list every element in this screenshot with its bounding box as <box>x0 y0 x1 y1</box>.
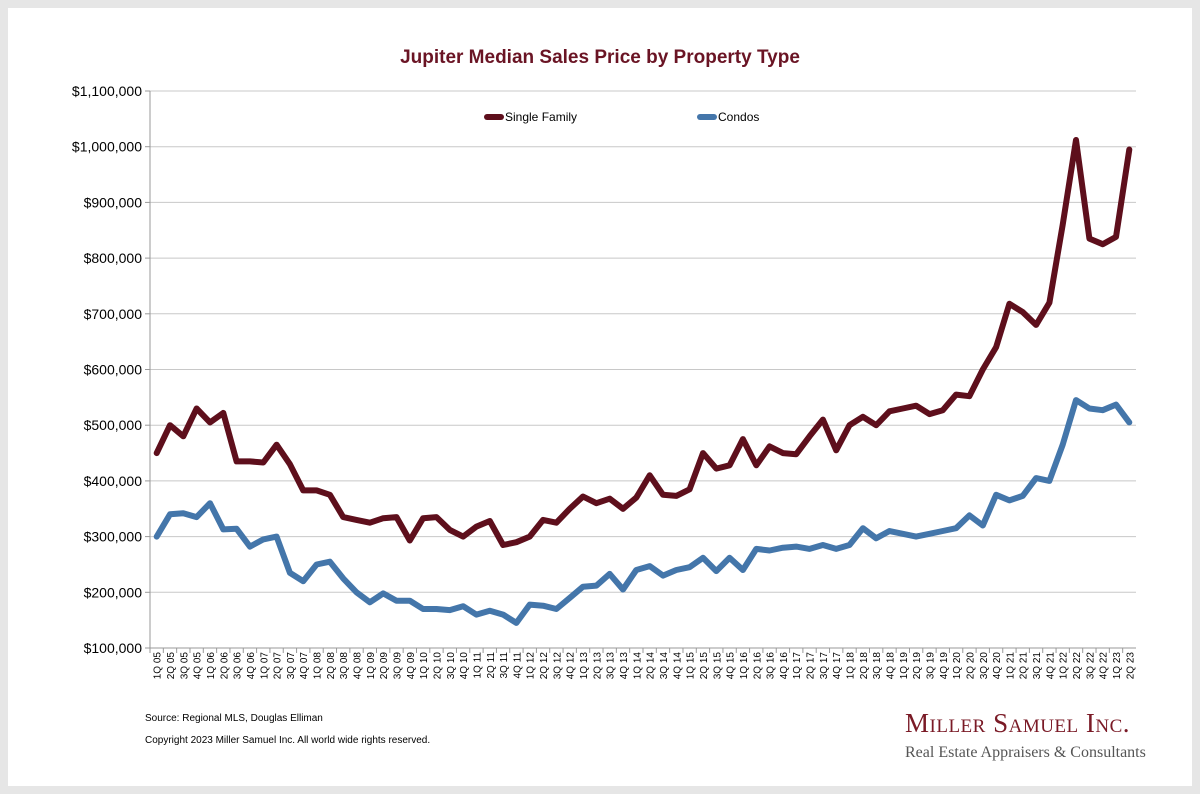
x-tick-label: 2Q 16 <box>752 652 763 680</box>
x-tick-label: 4Q 10 <box>459 652 470 680</box>
x-tick-label: 2Q 09 <box>379 652 390 680</box>
x-tick-label: 1Q 07 <box>259 652 270 680</box>
x-tick-label: 2Q 21 <box>1019 652 1030 680</box>
y-tick-label: $100,000 <box>84 640 143 656</box>
company-logo: Miller Samuel Inc. <box>905 708 1131 738</box>
x-tick-label: 3Q 05 <box>179 652 190 680</box>
x-tick-label: 4Q 12 <box>566 652 577 680</box>
x-tick-label: 1Q 15 <box>686 652 697 680</box>
x-tick-label: 1Q 12 <box>526 652 537 680</box>
x-tick-label: 4Q 14 <box>672 652 683 680</box>
x-tick-label: 2Q 22 <box>1072 652 1083 680</box>
x-tick-label: 4Q 11 <box>512 652 523 679</box>
company-tagline: Real Estate Appraisers & Consultants <box>905 744 1146 761</box>
source-note: Source: Regional MLS, Douglas Elliman <box>145 713 323 724</box>
legend-label: Condos <box>718 110 759 124</box>
x-tick-label: 3Q 14 <box>659 652 670 680</box>
x-tick-label: 4Q 22 <box>1099 652 1110 680</box>
x-tick-label: 2Q 13 <box>592 652 603 680</box>
y-tick-label: $900,000 <box>84 194 143 210</box>
x-tick-label: 1Q 18 <box>846 652 857 680</box>
x-tick-label: 3Q 16 <box>766 652 777 680</box>
x-tick-label: 4Q 15 <box>726 652 737 680</box>
x-tick-label: 2Q 05 <box>166 652 177 680</box>
x-tick-label: 2Q 18 <box>859 652 870 680</box>
legend-label: Single Family <box>505 110 577 124</box>
x-tick-label: 3Q 18 <box>872 652 883 680</box>
series-line-condos <box>153 397 1133 626</box>
x-tick-label: 2Q 07 <box>273 652 284 680</box>
x-tick-label: 1Q 13 <box>579 652 590 680</box>
x-tick-label: 3Q 10 <box>446 652 457 680</box>
x-tick-label: 1Q 05 <box>153 652 164 680</box>
x-tick-label: 2Q 06 <box>219 652 230 680</box>
x-tick-label: 3Q 21 <box>1032 652 1043 680</box>
x-tick-label: 1Q 10 <box>419 652 430 680</box>
x-tick-label: 4Q 21 <box>1045 652 1056 680</box>
y-tick-label: $600,000 <box>84 362 143 378</box>
x-tick-label: 4Q 08 <box>353 652 364 680</box>
x-tick-label: 4Q 19 <box>939 652 950 680</box>
chart-title: Jupiter Median Sales Price by Property T… <box>400 47 800 68</box>
y-tick-label: $300,000 <box>84 529 143 545</box>
copyright-note: Copyright 2023 Miller Samuel Inc. All wo… <box>145 735 431 746</box>
x-tick-label: 3Q 09 <box>393 652 404 680</box>
x-tick-label: 3Q 07 <box>286 652 297 680</box>
x-tick-label: 1Q 21 <box>1005 652 1016 680</box>
series-line-single-family <box>153 137 1133 548</box>
x-tick-label: 3Q 13 <box>606 652 617 680</box>
x-tick-label: 1Q 22 <box>1059 652 1070 680</box>
x-tick-label: 4Q 06 <box>246 652 257 680</box>
x-tick-label: 4Q 20 <box>992 652 1003 680</box>
x-tick-label: 1Q 17 <box>792 652 803 680</box>
y-tick-label: $800,000 <box>84 250 143 266</box>
y-tick-label: $500,000 <box>84 417 143 433</box>
x-tick-label: 4Q 09 <box>406 652 417 680</box>
y-tick-label: $400,000 <box>84 473 143 489</box>
x-tick-label: 2Q 20 <box>965 652 976 680</box>
x-tick-label: 4Q 07 <box>299 652 310 680</box>
x-tick-label: 2Q 23 <box>1125 652 1136 680</box>
x-tick-label: 2Q 15 <box>699 652 710 680</box>
x-tick-label: 2Q 19 <box>912 652 923 680</box>
x-tick-label: 1Q 08 <box>313 652 324 680</box>
x-tick-label: 3Q 08 <box>339 652 350 680</box>
x-tick-label: 4Q 17 <box>832 652 843 680</box>
x-tick-label: 1Q 06 <box>206 652 217 680</box>
x-tick-label: 2Q 14 <box>646 652 657 680</box>
x-tick-label: 4Q 18 <box>886 652 897 680</box>
x-tick-label: 3Q 20 <box>979 652 990 680</box>
y-tick-label: $1,100,000 <box>72 83 142 99</box>
x-tick-label: 3Q 22 <box>1085 652 1096 680</box>
x-tick-label: 1Q 23 <box>1112 652 1123 680</box>
x-tick-label: 4Q 05 <box>193 652 204 680</box>
x-tick-label: 3Q 06 <box>233 652 244 680</box>
x-tick-label: 1Q 20 <box>952 652 963 680</box>
y-tick-label: $200,000 <box>84 584 143 600</box>
x-tick-label: 1Q 11 <box>472 652 483 679</box>
x-tick-label: 2Q 11 <box>486 652 497 679</box>
x-tick-label: 1Q 14 <box>632 652 643 680</box>
x-tick-label: 4Q 16 <box>779 652 790 680</box>
x-tick-label: 2Q 12 <box>539 652 550 680</box>
x-tick-label: 1Q 16 <box>739 652 750 680</box>
x-tick-label: 3Q 12 <box>552 652 563 680</box>
x-tick-label: 1Q 09 <box>366 652 377 680</box>
y-tick-label: $700,000 <box>84 306 143 322</box>
chart-panel <box>8 8 1192 786</box>
x-tick-label: 3Q 19 <box>925 652 936 680</box>
y-tick-label: $1,000,000 <box>72 139 142 155</box>
x-tick-label: 1Q 19 <box>899 652 910 680</box>
x-tick-label: 2Q 17 <box>806 652 817 680</box>
x-tick-label: 3Q 15 <box>712 652 723 680</box>
x-tick-label: 2Q 10 <box>432 652 443 680</box>
x-tick-label: 3Q 11 <box>499 652 510 679</box>
x-tick-label: 3Q 17 <box>819 652 830 680</box>
x-tick-label: 2Q 08 <box>326 652 337 680</box>
x-tick-label: 4Q 13 <box>619 652 630 680</box>
